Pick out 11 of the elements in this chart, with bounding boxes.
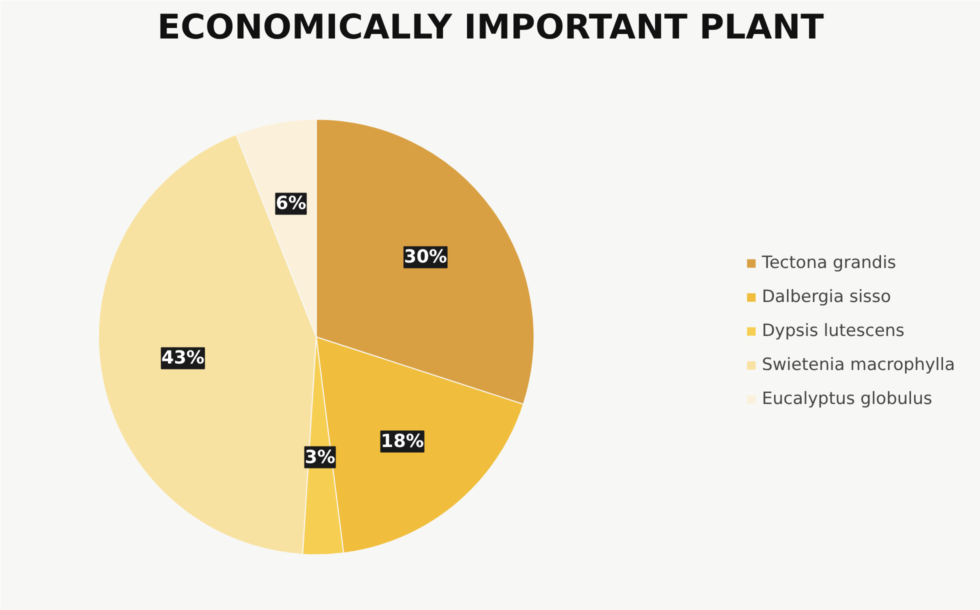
data-label: 43% <box>161 348 204 369</box>
data-label: 3% <box>304 446 336 468</box>
legend-label: Tectona grandis <box>762 253 896 273</box>
data-label: 6% <box>276 193 306 214</box>
legend-label: Swietenia macrophylla <box>762 355 955 375</box>
data-label: 30% <box>404 246 448 268</box>
chart-title: ECONOMICALLY IMPORTANT PLANT <box>157 8 825 48</box>
legend-label: Dalbergia sisso <box>762 287 892 307</box>
data-label: 18% <box>380 431 424 452</box>
legend-label: Dypsis lutescens <box>762 321 905 341</box>
legend-label: Eucalyptus globulus <box>762 389 932 409</box>
